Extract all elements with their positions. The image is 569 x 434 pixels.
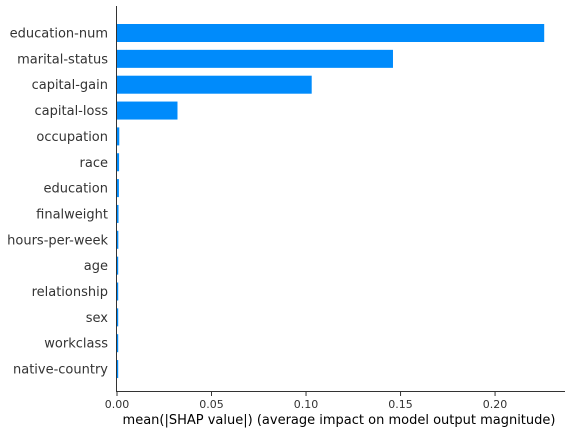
y-label-workclass: workclass	[44, 337, 108, 352]
y-label-relationship: relationship	[32, 285, 108, 300]
y-tick-labels: education-num marital-status capital-gain c…	[7, 27, 108, 378]
bar-occupation	[117, 127, 120, 146]
x-axis-label: mean(|SHAP value|) (average impact on mo…	[123, 413, 556, 428]
bar-capital-loss	[117, 101, 178, 120]
bar-race	[117, 153, 120, 172]
bar-capital-gain	[117, 75, 312, 94]
bar-education-num	[117, 24, 545, 42]
y-label-education-num: education-num	[10, 27, 108, 42]
y-label-occupation: occupation	[36, 130, 108, 145]
y-label-hours-per-week: hours-per-week	[7, 233, 108, 248]
x-tick-label: 0.05	[199, 398, 224, 411]
x-ticks: 0.00 0.05 0.10 0.15 0.20	[105, 392, 508, 411]
x-tick-label: 0.00	[105, 398, 130, 411]
bars-group	[117, 24, 545, 379]
x-tick-label: 0.10	[294, 398, 319, 411]
bar-native-country	[117, 360, 119, 379]
bar-finalweight	[117, 204, 119, 223]
bar-marital-status	[117, 49, 393, 68]
y-label-finalweight: finalweight	[36, 207, 108, 222]
x-tick-label: 0.15	[388, 398, 413, 411]
bar-relationship	[117, 282, 119, 301]
y-label-race: race	[80, 156, 108, 171]
bar-workclass	[117, 334, 119, 353]
y-label-sex: sex	[86, 311, 109, 326]
x-tick-label: 0.20	[483, 398, 508, 411]
y-label-capital-gain: capital-gain	[32, 78, 108, 93]
bar-age	[117, 256, 119, 275]
y-label-capital-loss: capital-loss	[35, 104, 109, 119]
bar-sex	[117, 308, 119, 327]
y-label-education: education	[43, 182, 108, 197]
y-label-native-country: native-country	[13, 363, 108, 378]
bar-education	[117, 179, 119, 198]
y-label-marital-status: marital-status	[17, 52, 108, 67]
y-label-age: age	[84, 259, 108, 274]
bar-hours-per-week	[117, 230, 119, 249]
